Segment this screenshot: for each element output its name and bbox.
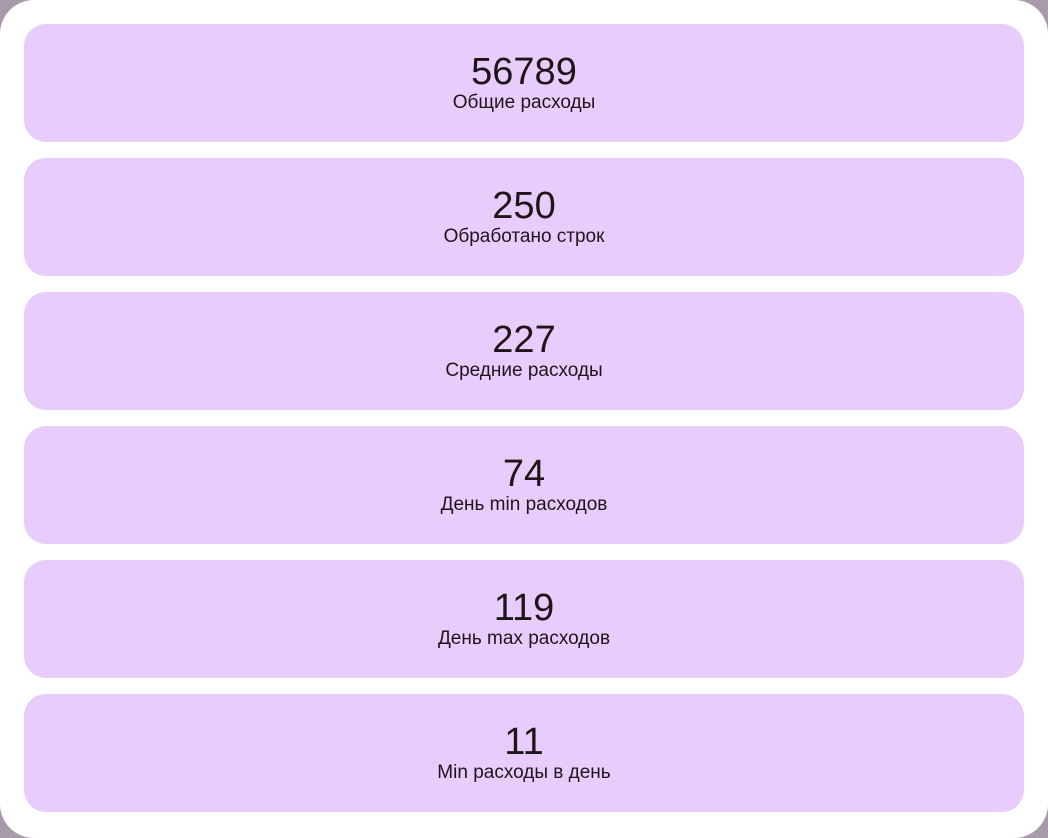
stat-label: Обработано строк bbox=[443, 226, 605, 247]
stat-value: 56789 bbox=[471, 51, 577, 93]
stat-card-average-expenses: 227 Средние расходы bbox=[24, 292, 1024, 410]
stat-card-max-expense-day: 119 День max расходов bbox=[24, 560, 1024, 678]
stat-label: Средние расходы bbox=[445, 360, 603, 381]
stat-label: День min расходов bbox=[440, 494, 608, 515]
stat-value: 119 bbox=[493, 587, 555, 629]
stat-card-total-expenses: 56789 Общие расходы bbox=[24, 24, 1024, 142]
stat-label: Min расходы в день bbox=[437, 762, 611, 783]
stat-card-min-expense-day: 74 День min расходов bbox=[24, 426, 1024, 544]
stat-value: 227 bbox=[492, 319, 556, 361]
stat-value: 11 bbox=[504, 721, 544, 763]
stat-card-rows-processed: 250 Обработано строк bbox=[24, 158, 1024, 276]
stat-card-min-expenses-per-day: 11 Min расходы в день bbox=[24, 694, 1024, 812]
stat-label: День max расходов bbox=[437, 628, 611, 649]
stat-value: 74 bbox=[502, 453, 546, 495]
stat-value: 250 bbox=[492, 185, 556, 227]
stat-label: Общие расходы bbox=[452, 92, 596, 113]
